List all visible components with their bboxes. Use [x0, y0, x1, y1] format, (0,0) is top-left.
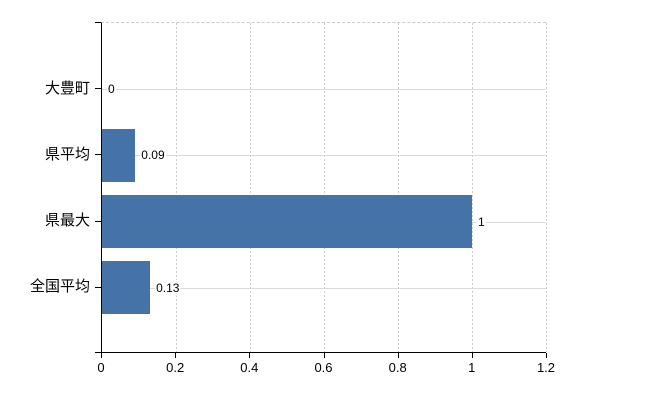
x-tick-mark — [471, 353, 473, 358]
x-tick-label: 0.4 — [240, 360, 259, 375]
y-tick-mark — [95, 286, 101, 288]
vertical-gridline — [249, 23, 251, 352]
y-tick-mark — [95, 154, 101, 156]
x-tick-mark — [546, 353, 547, 358]
y-tick-mark — [95, 88, 101, 90]
x-tick-label: 0.8 — [388, 360, 407, 375]
bar — [102, 261, 151, 315]
x-tick-mark — [175, 353, 177, 358]
vertical-gridline — [397, 23, 399, 352]
y-tick-mark — [95, 22, 101, 23]
vertical-gridline — [175, 23, 177, 352]
horizontal-gridline — [102, 287, 546, 289]
x-tick-label: 0 — [97, 360, 105, 375]
x-tick-label: 1 — [468, 360, 476, 375]
bar — [102, 128, 136, 182]
x-tick-label: 0.6 — [314, 360, 333, 375]
bar — [102, 195, 472, 249]
x-tick-mark — [249, 353, 251, 358]
category-label: 大豊町 — [44, 79, 90, 97]
y-tick-mark — [95, 220, 101, 222]
x-tick-label: 0.2 — [166, 360, 185, 375]
category-label: 県平均 — [44, 145, 90, 163]
horizontal-gridline — [102, 89, 546, 91]
y-tick-mark — [95, 352, 101, 353]
x-tick-mark — [323, 353, 325, 358]
bar-value-label: 0.09 — [140, 147, 166, 164]
x-tick-mark — [397, 353, 399, 358]
category-label: 全国平均 — [29, 278, 90, 296]
horizontal-gridline — [102, 155, 546, 157]
x-tick-mark — [101, 353, 102, 358]
x-tick-label: 1.2 — [536, 360, 556, 375]
bar-value-label: 1 — [477, 213, 486, 230]
vertical-gridline — [546, 23, 547, 352]
vertical-gridline — [472, 23, 473, 352]
plot-area: 0 0.09 1 0.13 — [101, 22, 547, 353]
category-label: 県最大 — [44, 212, 90, 230]
vertical-gridline — [324, 23, 325, 352]
bar-value-label: 0 — [107, 81, 116, 98]
bar-value-label: 0.13 — [155, 279, 181, 296]
